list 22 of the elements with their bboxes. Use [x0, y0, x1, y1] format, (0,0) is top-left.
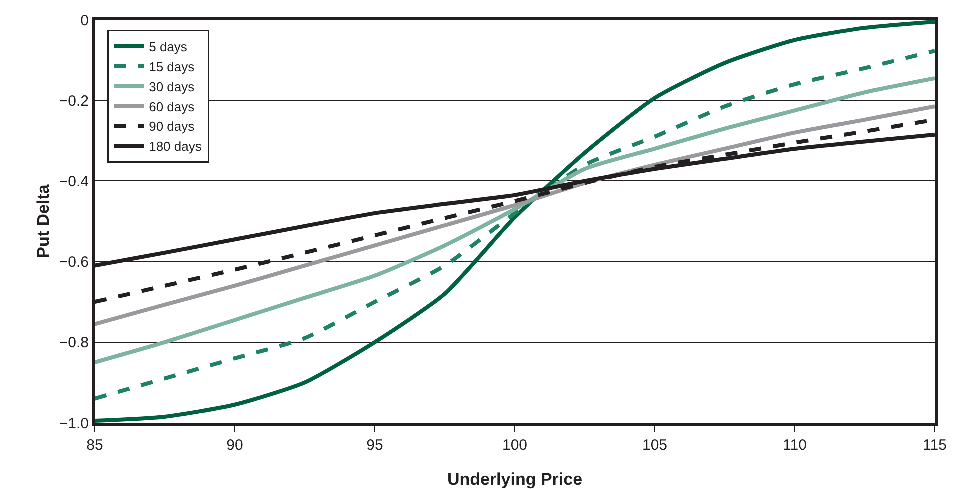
x-tick-label: 100 [502, 437, 528, 454]
legend-label: 180 days [149, 139, 202, 154]
x-tick-label: 115 [923, 437, 947, 454]
legend-label: 15 days [149, 59, 196, 74]
y-tick-label: −0.6 [59, 254, 89, 272]
y-tick-label: 0 [80, 12, 89, 30]
line-series [95, 76, 935, 365]
legend-label: 60 days [149, 99, 196, 114]
x-tick-label: 105 [642, 437, 668, 454]
y-tick-label: −0.4 [59, 173, 89, 190]
x-tick-label: 90 [226, 437, 244, 454]
y-tick-label: −0.2 [59, 92, 89, 110]
x-tick-label: 110 [783, 437, 807, 454]
legend-label: 5 days [149, 40, 188, 55]
y-axis-title: Put Delta [34, 184, 53, 258]
legend-label: 90 days [149, 119, 196, 134]
x-axis-title: Underlying Price [447, 470, 583, 489]
legend-label: 30 days [149, 79, 196, 94]
y-tick-label: −0.8 [59, 334, 89, 352]
x-tick-label: 85 [86, 437, 104, 454]
x-tick-label: 95 [366, 437, 384, 454]
y-tick-label: −1.0 [59, 415, 89, 432]
